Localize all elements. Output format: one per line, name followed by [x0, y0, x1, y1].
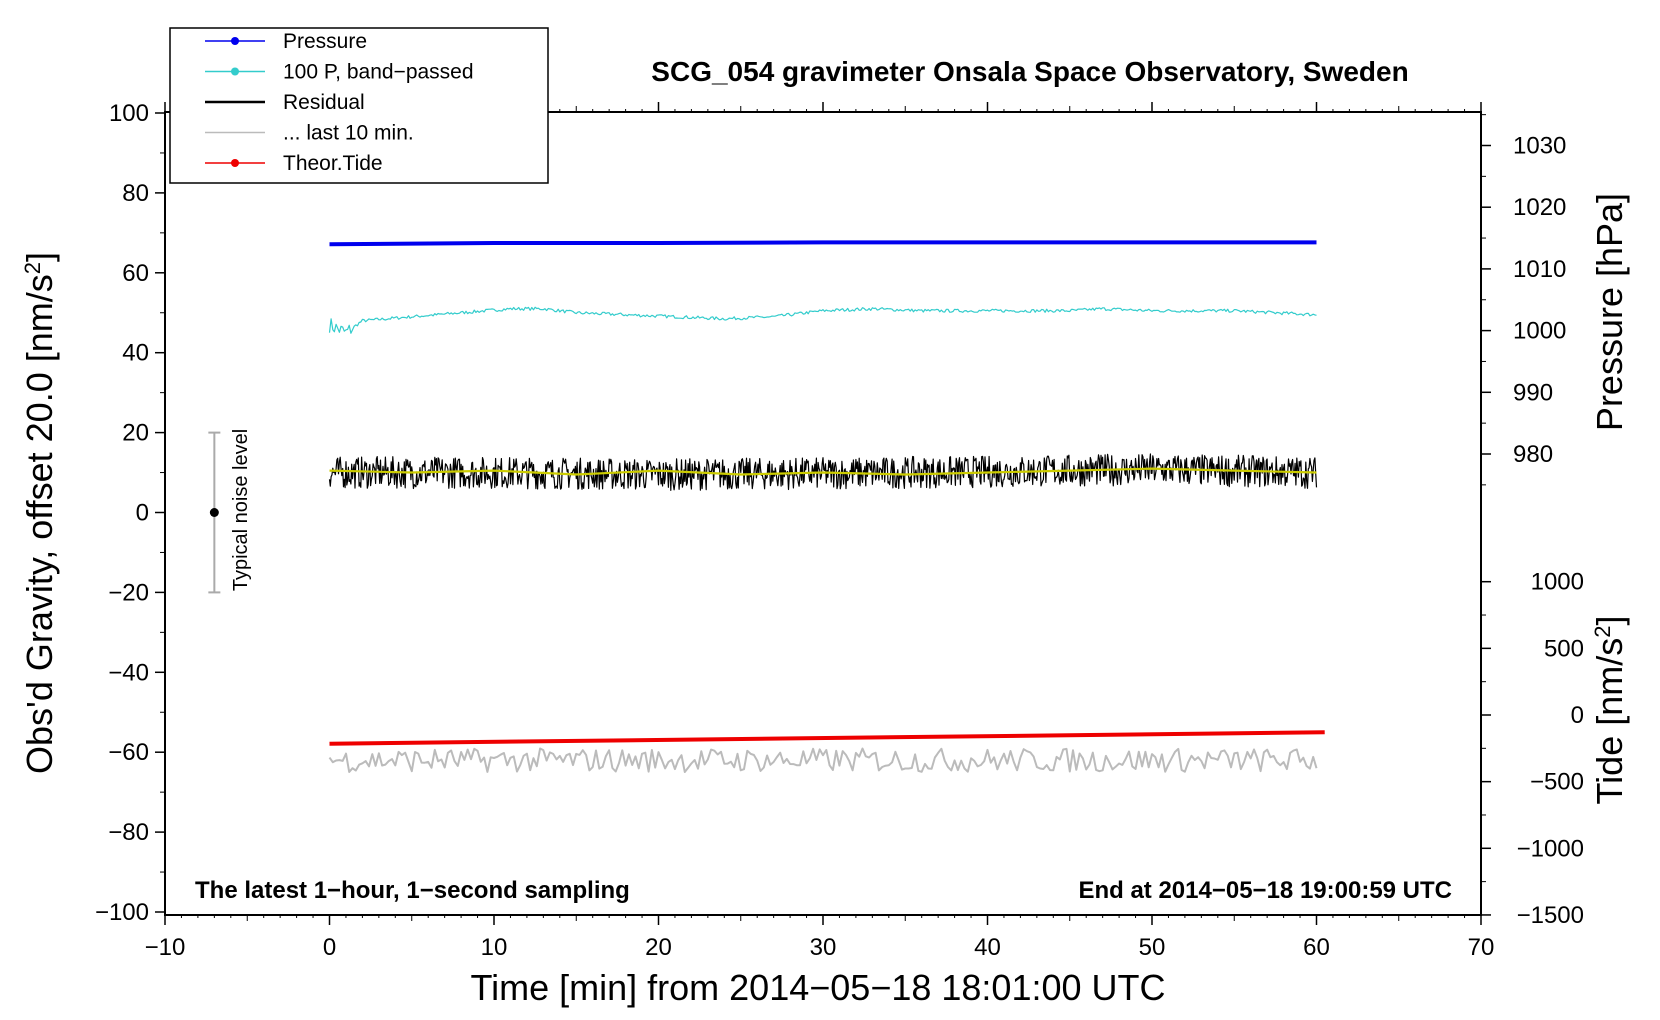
- noise-bar-center: [209, 508, 219, 517]
- legend-label: ... last 10 min.: [283, 122, 414, 145]
- plot-frame: [164, 111, 1482, 916]
- y-tick-label: −40: [108, 659, 149, 686]
- legend-marker: [231, 159, 239, 167]
- y-axis-title-sup: 2: [20, 262, 45, 274]
- series-last-10-min: [328, 747, 1318, 773]
- legend-label: Theor.Tide: [283, 152, 383, 175]
- pressure-axis-title: Pressure [hPa]: [1589, 193, 1630, 431]
- tide-axis-title-end: ]: [1589, 616, 1630, 626]
- tide-axis-title: Tide [nm/s2]: [1589, 616, 1630, 805]
- legend: Pressure 100 P, band−passed Residual ... la…: [169, 27, 549, 184]
- x-axis-title: Time [min] from 2014−05−18 18:01:00 UTC: [470, 967, 1165, 1008]
- note-end-time: End at 2014−05−18 19:00:59 UTC: [1078, 877, 1452, 904]
- x-tick-label: 40: [974, 934, 1001, 961]
- y-tick-label: 80: [122, 180, 149, 207]
- tide-axis-title-main: Tide [nm/s: [1589, 638, 1630, 805]
- legend-marker: [231, 37, 239, 45]
- x-tick-label: 60: [1303, 934, 1330, 961]
- chart-title: SCG_054 gravimeter Onsala Space Observat…: [651, 56, 1408, 87]
- pressure-tick-label: 1020: [1513, 194, 1566, 221]
- tide-axis: −1500 −1000 −500 0 500 1000: [1481, 569, 1584, 929]
- y-tick-label: −20: [108, 579, 149, 606]
- tide-tick-label: −1000: [1517, 835, 1584, 862]
- tide-tick-label: −1500: [1517, 902, 1584, 929]
- y-axis-title-end: ]: [19, 252, 60, 262]
- tide-tick-label: 500: [1544, 635, 1584, 662]
- x-tick-label: −10: [145, 934, 186, 961]
- y-tick-label: 20: [122, 420, 149, 447]
- legend-label: Pressure: [283, 30, 367, 53]
- tide-tick-label: 1000: [1531, 569, 1584, 596]
- x-tick-label: 0: [323, 934, 336, 961]
- pressure-tick-label: 980: [1513, 441, 1553, 468]
- y-tick-label: 60: [122, 260, 149, 287]
- series-residual: [328, 453, 1318, 491]
- series-layer: [328, 240, 1325, 773]
- y-axis: −100 −80 −60 −40 −20 0 20 40 60 80 100: [95, 100, 165, 926]
- legend-label: Residual: [283, 91, 365, 114]
- y-axis-title-main: Obs'd Gravity, offset 20.0 [nm/s: [19, 274, 60, 774]
- series-theor-tide: [329, 730, 1325, 746]
- pressure-tick-label: 1030: [1513, 133, 1566, 160]
- x-tick-label: 30: [810, 934, 837, 961]
- tide-tick-label: −500: [1530, 769, 1584, 796]
- y-tick-label: −80: [108, 819, 149, 846]
- y-axis-title: Obs'd Gravity, offset 20.0 [nm/s2]: [19, 252, 60, 774]
- series-pressure: [329, 240, 1317, 247]
- pressure-tick-label: 990: [1513, 379, 1553, 406]
- x-tick-label: 50: [1139, 934, 1166, 961]
- noise-level-indicator: [208, 431, 221, 594]
- pressure-tick-label: 1010: [1513, 256, 1566, 283]
- y-tick-label: 100: [109, 100, 149, 127]
- pressure-tick-label: 1000: [1513, 318, 1566, 345]
- series-residual-smoothed: [329, 467, 1317, 476]
- y-tick-label: −60: [108, 739, 149, 766]
- x-tick-label: 70: [1468, 934, 1495, 961]
- y-tick-label: 0: [136, 500, 149, 527]
- series-100-p-band-passed: [328, 306, 1317, 334]
- pressure-axis: 980 990 1000 1010 1020 1030: [1481, 114, 1566, 486]
- tide-axis-title-sup: 2: [1590, 626, 1615, 638]
- x-axis: −10 0 10 20 30 40 50 60 70: [145, 102, 1495, 961]
- legend-label: 100 P, band−passed: [283, 61, 474, 84]
- noise-level-label: Typical noise level: [230, 429, 252, 591]
- y-tick-label: 40: [122, 340, 149, 367]
- tide-tick-label: 0: [1571, 702, 1584, 729]
- x-tick-label: 10: [481, 934, 508, 961]
- x-tick-label: 20: [645, 934, 672, 961]
- note-sampling: The latest 1−hour, 1−second sampling: [195, 877, 630, 904]
- legend-marker: [231, 67, 239, 76]
- y-tick-label: −100: [95, 899, 149, 926]
- legend-box: [169, 27, 549, 184]
